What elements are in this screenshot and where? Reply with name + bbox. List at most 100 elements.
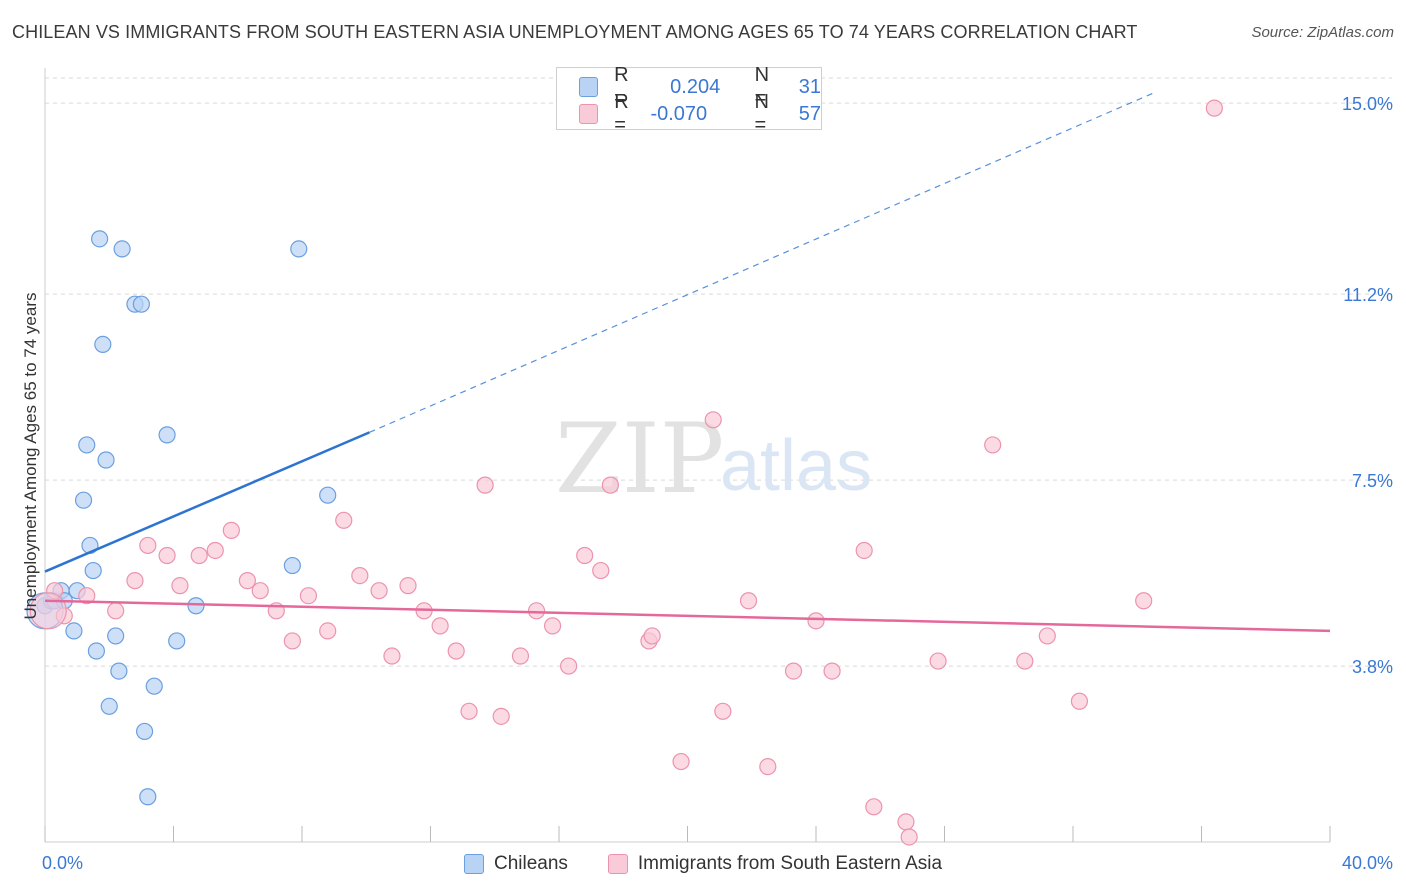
immigrant-point — [492, 707, 510, 725]
r-value: 0.204 — [670, 75, 721, 98]
watermark-zip: ZIP — [555, 403, 724, 515]
x-tick-label: 40.0% — [1342, 853, 1393, 873]
chilean-point — [283, 556, 301, 575]
immigrant-point — [576, 546, 594, 565]
chilean-point — [168, 632, 186, 650]
immigrant-point — [527, 602, 546, 620]
immigrant-point — [431, 617, 449, 635]
immigrant-point — [704, 411, 722, 429]
immigrant-point — [543, 617, 562, 635]
immigrant-point — [222, 521, 240, 539]
watermark-atlas: atlas — [720, 426, 872, 506]
immigrant-point — [251, 582, 269, 600]
immigrant-point — [351, 567, 369, 585]
chart-source: Source: ZipAtlas.com — [1251, 24, 1394, 41]
immigrant-point — [283, 632, 301, 650]
pink-swatch — [579, 104, 599, 124]
blue-swatch — [579, 77, 599, 97]
chilean-trendline-extension — [369, 92, 1154, 433]
immigrant-point — [784, 662, 803, 680]
immigrant-point — [126, 572, 144, 590]
pink-swatch — [607, 854, 628, 874]
chilean-point — [139, 788, 157, 806]
immigrant-point — [643, 627, 661, 645]
trendlines — [44, 92, 1331, 633]
immigrant-point — [601, 476, 620, 494]
legend-row-chileans: R = 0.204 N = 31 — [579, 64, 821, 109]
chilean-trendline — [44, 431, 370, 573]
immigrant-point — [897, 813, 915, 831]
chilean-point — [132, 295, 150, 313]
legend-item-immigrants: Immigrants from South Eastern Asia — [607, 853, 942, 875]
chilean-point — [74, 491, 93, 509]
y-axis-label: Unemployment Among Ages 65 to 74 years — [21, 293, 40, 620]
immigrant-point — [865, 798, 883, 816]
chilean-point — [135, 722, 154, 741]
chilean-point — [319, 486, 337, 504]
chilean-point — [110, 662, 128, 680]
chilean-point — [97, 451, 115, 469]
immigrant-point — [370, 582, 388, 600]
chilean-point — [187, 597, 205, 615]
chilean-point — [91, 230, 109, 248]
chilean-point — [65, 622, 83, 640]
r-value: -0.070 — [650, 102, 708, 125]
immigrant-point — [190, 546, 208, 565]
immigrant-point — [447, 642, 465, 660]
r-label: R = — [614, 91, 629, 136]
n-value: 57 — [798, 102, 821, 125]
chilean-point — [87, 642, 106, 660]
blue-swatch — [463, 854, 484, 874]
immigrant-point — [1016, 652, 1034, 670]
immigrant-point — [383, 647, 401, 665]
immigrant-point — [739, 592, 758, 610]
immigrant-point — [807, 612, 825, 630]
immigrant-point — [984, 436, 1002, 454]
chilean-point — [290, 240, 308, 258]
immigrant-point — [1070, 692, 1089, 710]
tick-labels: 3.8% 7.5% 11.2% 15.0% 0.0% 40.0% — [42, 94, 1393, 873]
n-value: 31 — [798, 75, 821, 98]
immigrant-point — [335, 511, 353, 529]
data-points — [26, 99, 1223, 846]
chilean-point — [113, 240, 131, 258]
chilean-point — [100, 697, 118, 715]
immigrant-point — [139, 536, 157, 555]
x-tick-label: 0.0% — [42, 853, 83, 873]
immigrant-point — [460, 702, 478, 720]
immigrant-point — [171, 577, 189, 595]
n-label: N = — [754, 64, 770, 109]
chilean-point — [158, 426, 176, 444]
chilean-point — [78, 436, 96, 454]
watermark: ZIP atlas — [555, 403, 872, 515]
immigrant-point — [592, 561, 610, 580]
immigrant-point — [823, 662, 841, 680]
n-label: N = — [754, 91, 769, 136]
chilean-point — [94, 335, 112, 353]
immigrant-point — [107, 602, 125, 620]
immigrant-point — [319, 622, 337, 640]
immigrant-point — [759, 758, 777, 776]
r-label: R = — [614, 64, 629, 109]
y-tick-label: 3.8% — [1352, 657, 1393, 677]
immigrant-point — [1205, 99, 1223, 117]
immigrant-point — [206, 541, 224, 560]
chilean-point — [145, 677, 163, 695]
immigrant-point — [511, 647, 530, 665]
y-tick-label: 11.2% — [1343, 285, 1393, 305]
legend-item-chileans: Chileans — [463, 853, 568, 875]
immigrant-point — [855, 541, 873, 560]
series-legend: Chileans Immigrants from South Eastern A… — [0, 852, 1406, 876]
correlation-legend: R = 0.204 N = 31 R = -0.070 N = 57 — [556, 64, 822, 136]
chart-title: CHILEAN VS IMMIGRANTS FROM SOUTH EASTERN… — [12, 22, 1138, 42]
immigrant-point — [78, 587, 96, 605]
chilean-point — [107, 627, 125, 645]
chilean-point — [84, 561, 102, 580]
legend-row-immigrants: R = -0.070 N = 57 — [579, 91, 821, 136]
immigrant-point — [399, 577, 417, 595]
immigrant-point — [1038, 627, 1056, 645]
axes — [44, 68, 1331, 843]
y-tick-label: 7.5% — [1352, 471, 1393, 491]
immigrant-point — [560, 657, 578, 675]
